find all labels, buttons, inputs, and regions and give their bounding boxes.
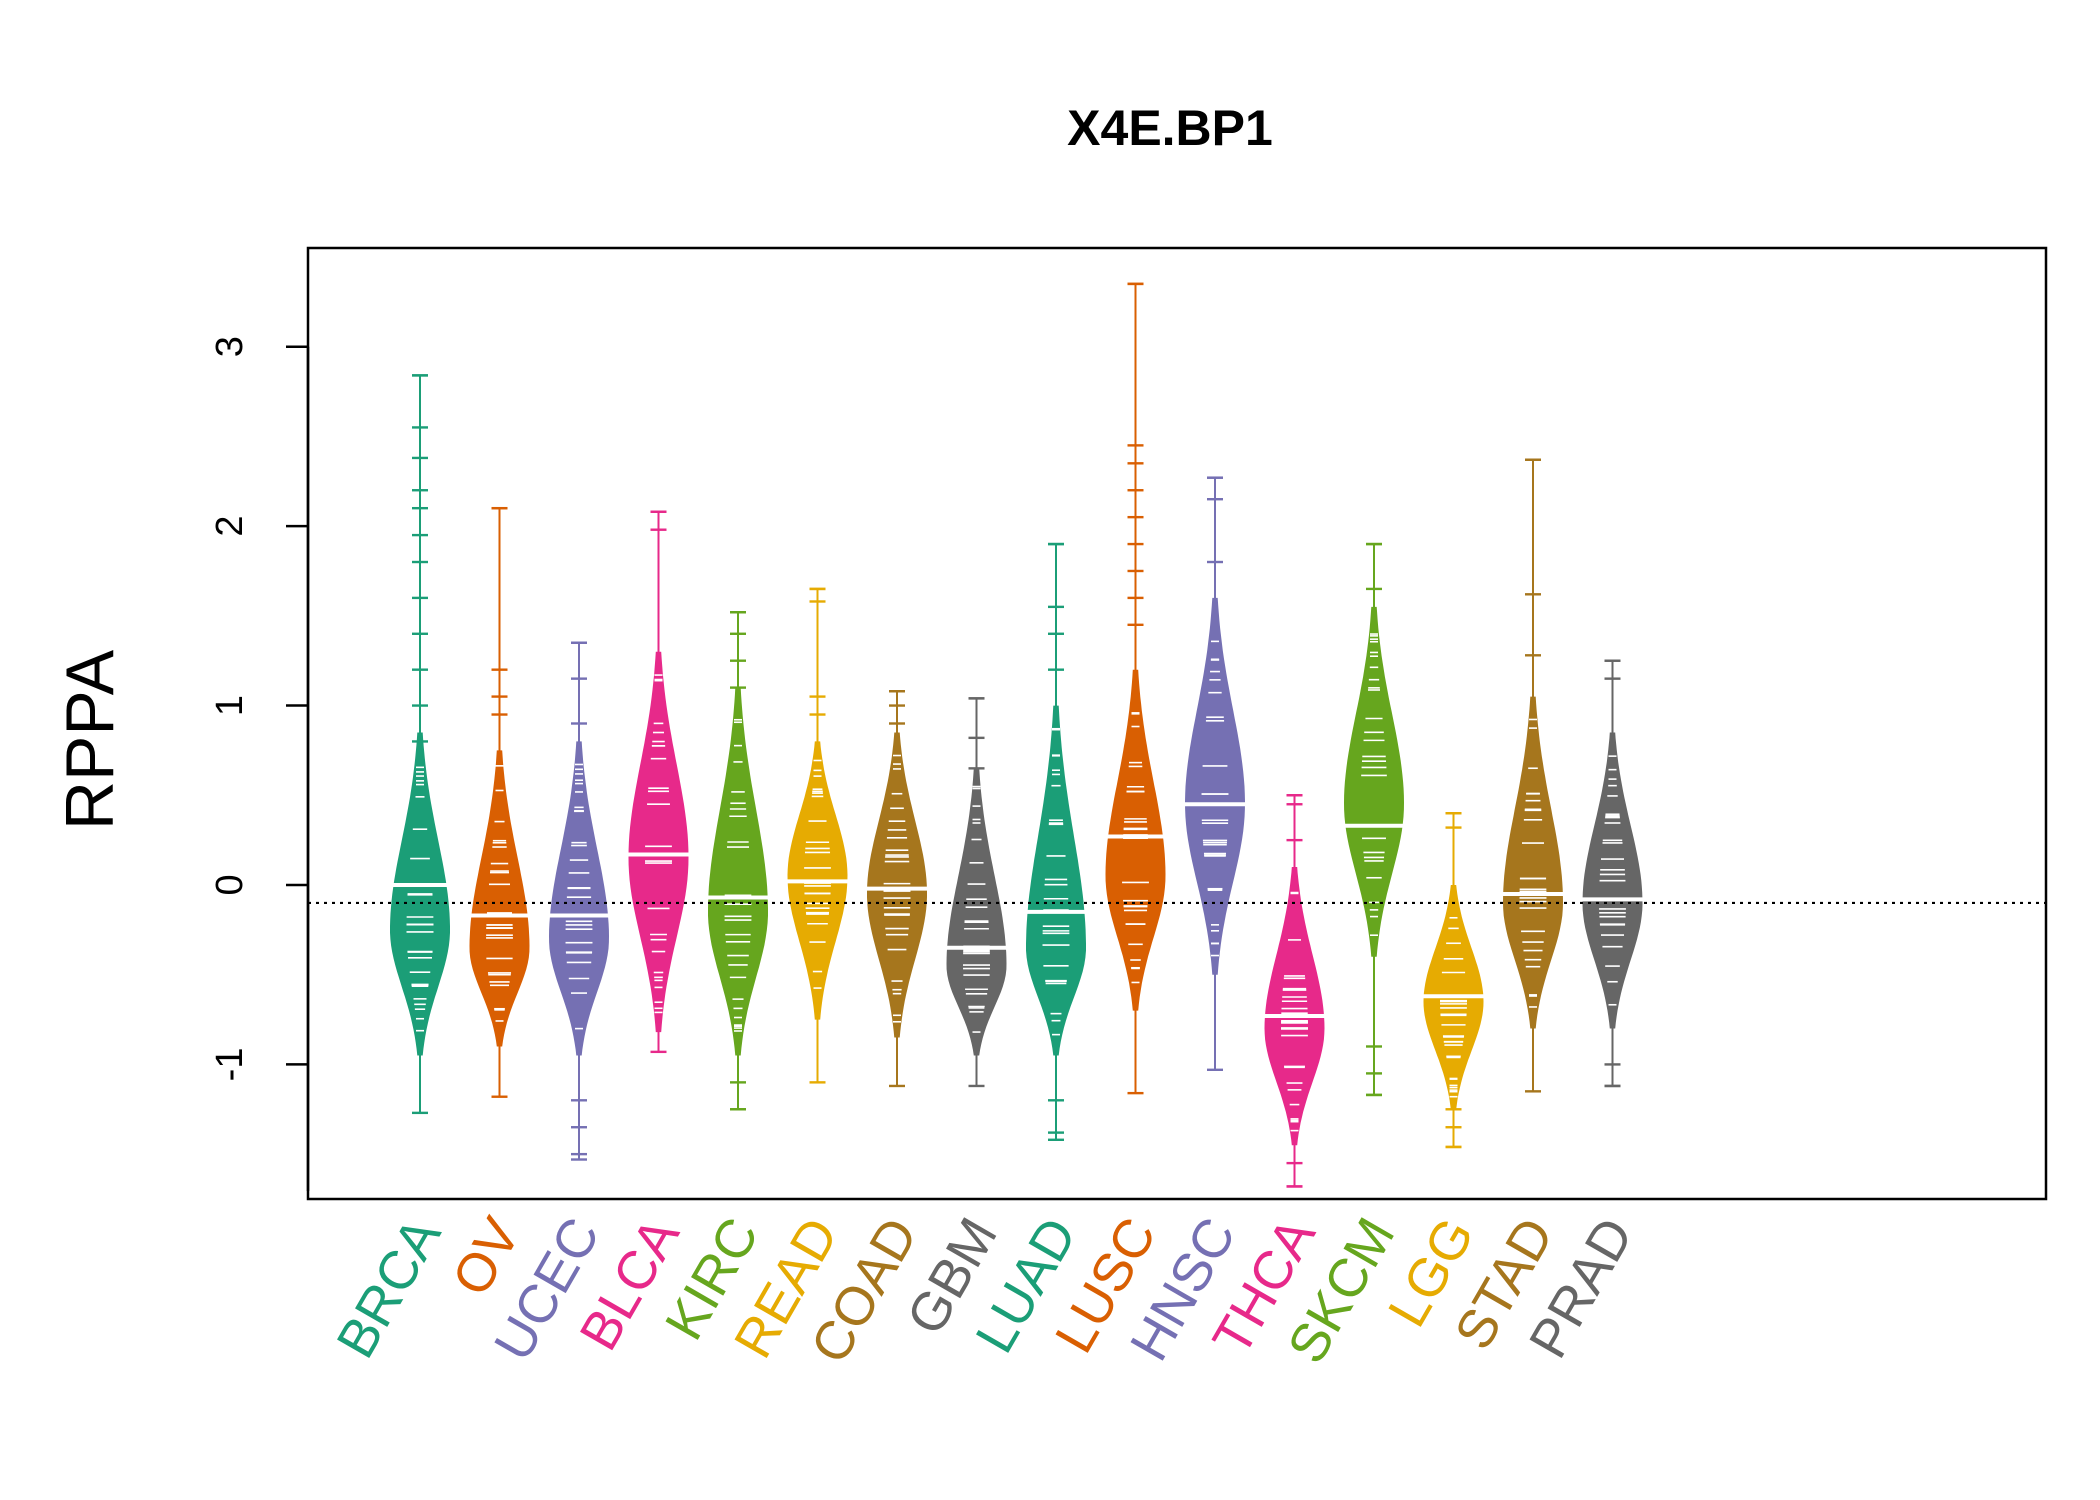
- y-tick-label: 1: [209, 695, 251, 716]
- y-axis-label: RPPA: [52, 649, 128, 830]
- bean-luad: [1026, 542, 1086, 1141]
- y-tick-label: 3: [209, 336, 251, 357]
- bean-prad: [1582, 659, 1643, 1088]
- bean-read: [787, 587, 848, 1084]
- bean-thca: [1264, 794, 1325, 1188]
- bean-stad: [1503, 458, 1563, 1093]
- bean-ov: [469, 506, 530, 1098]
- plot-area: [308, 282, 2046, 1188]
- bean-ucec: [549, 641, 609, 1161]
- bean-lgg: [1423, 812, 1484, 1149]
- y-axis: -1 0 1 2 3: [209, 336, 310, 1191]
- y-tick-label: 2: [209, 516, 251, 537]
- bean-coad: [867, 690, 927, 1088]
- bean-brca: [390, 374, 450, 1115]
- y-tick-label: 0: [209, 874, 251, 895]
- bean-gbm: [946, 697, 1007, 1088]
- chart-title: X4E.BP1: [1067, 100, 1273, 156]
- bean-hnsc: [1185, 476, 1245, 1072]
- bean-blca: [628, 510, 689, 1054]
- y-tick-label: -1: [209, 1048, 251, 1082]
- bean-kirc: [708, 611, 768, 1111]
- bean-skcm: [1344, 542, 1404, 1097]
- bean-lusc: [1105, 282, 1166, 1095]
